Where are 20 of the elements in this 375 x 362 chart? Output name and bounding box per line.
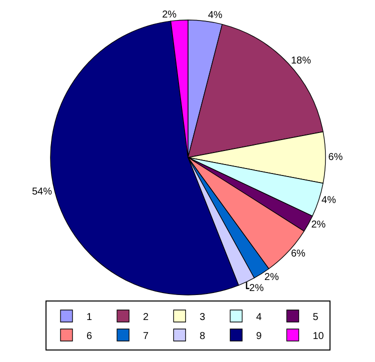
legend-label: 2 bbox=[143, 312, 150, 323]
legend-label: 10 bbox=[312, 330, 324, 342]
data-label: 54% bbox=[32, 186, 52, 198]
legend-label: 7 bbox=[143, 330, 150, 342]
data-label: 2% bbox=[264, 272, 279, 284]
data-label: 2% bbox=[311, 220, 326, 231]
data-label: 18% bbox=[290, 55, 312, 66]
legend-label: 9 bbox=[256, 330, 262, 342]
legend-label: 4 bbox=[256, 312, 262, 323]
data-label: 6% bbox=[328, 152, 343, 163]
legend-label: 6 bbox=[86, 330, 92, 342]
legend-label: 1 bbox=[86, 312, 92, 323]
data-label: 2% bbox=[162, 9, 177, 20]
data-label: 2% bbox=[249, 283, 264, 294]
legend-label: 8 bbox=[200, 330, 206, 342]
legend-label: 3 bbox=[200, 312, 206, 323]
legend-label: 5 bbox=[312, 312, 319, 323]
data-label: 6% bbox=[290, 248, 306, 260]
data-label: 4% bbox=[208, 10, 223, 22]
data-label: 4% bbox=[322, 195, 336, 206]
